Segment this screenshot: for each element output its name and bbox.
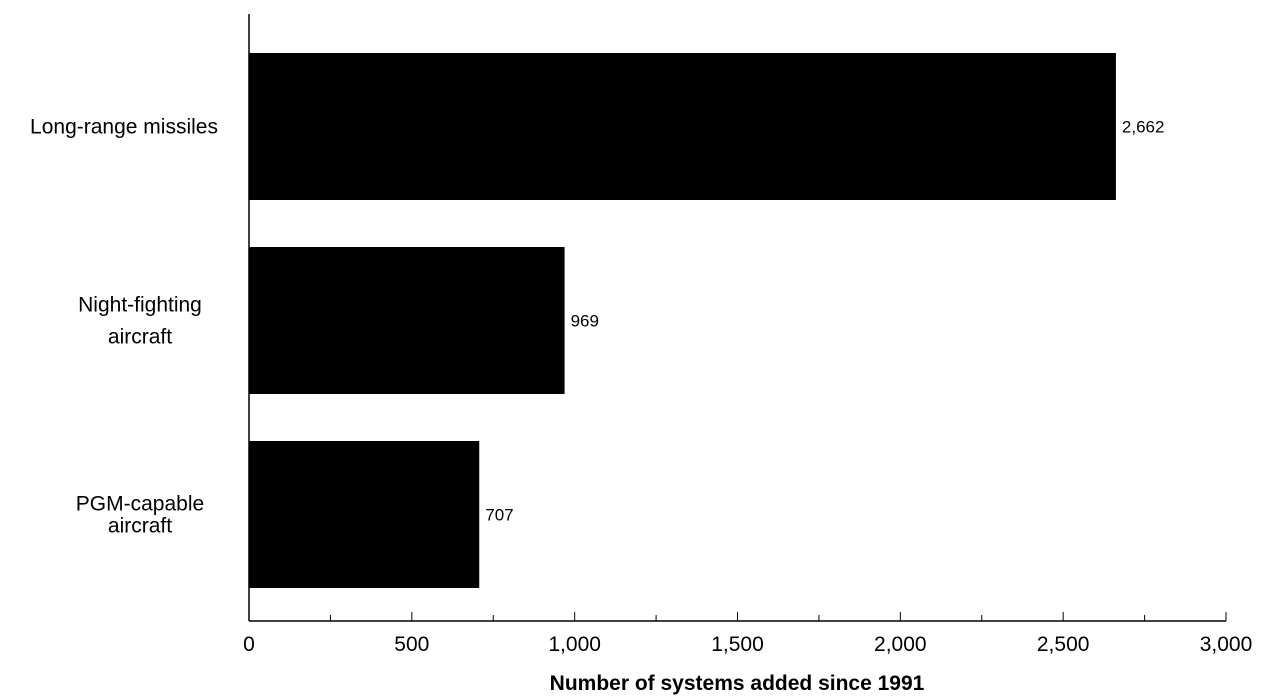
- x-axis-title: Number of systems added since 1991: [550, 672, 925, 695]
- x-tick-label: 500: [394, 633, 429, 656]
- data-label: 969: [571, 312, 599, 331]
- bar: [249, 53, 1116, 200]
- ticks-layer: 0 500 1,000 1,500 2,000 2,500 3,000: [243, 612, 1252, 656]
- x-tick-label: 2,000: [874, 633, 927, 656]
- category-label: aircraft: [108, 515, 172, 538]
- x-tick-label: 1,000: [548, 633, 601, 656]
- category-label: PGM-capable: [76, 493, 204, 516]
- category-labels: Long-range missiles Night-fighting aircraf…: [30, 116, 218, 538]
- value-labels: 2,662 969 707: [485, 118, 1164, 525]
- category-label: aircraft: [108, 326, 172, 349]
- bar: [249, 441, 480, 588]
- x-tick-label: 0: [243, 633, 255, 656]
- category-label: Night-fighting: [78, 294, 202, 317]
- x-tick-label: 3,000: [1200, 633, 1253, 656]
- data-label: 2,662: [1122, 118, 1165, 137]
- category-label: Long-range missiles: [30, 116, 218, 139]
- x-tick-label: 2,500: [1037, 633, 1090, 656]
- x-tick-label: 1,500: [711, 633, 764, 656]
- bar: [249, 247, 565, 394]
- data-label: 707: [485, 506, 513, 525]
- bars-layer: [249, 53, 1116, 588]
